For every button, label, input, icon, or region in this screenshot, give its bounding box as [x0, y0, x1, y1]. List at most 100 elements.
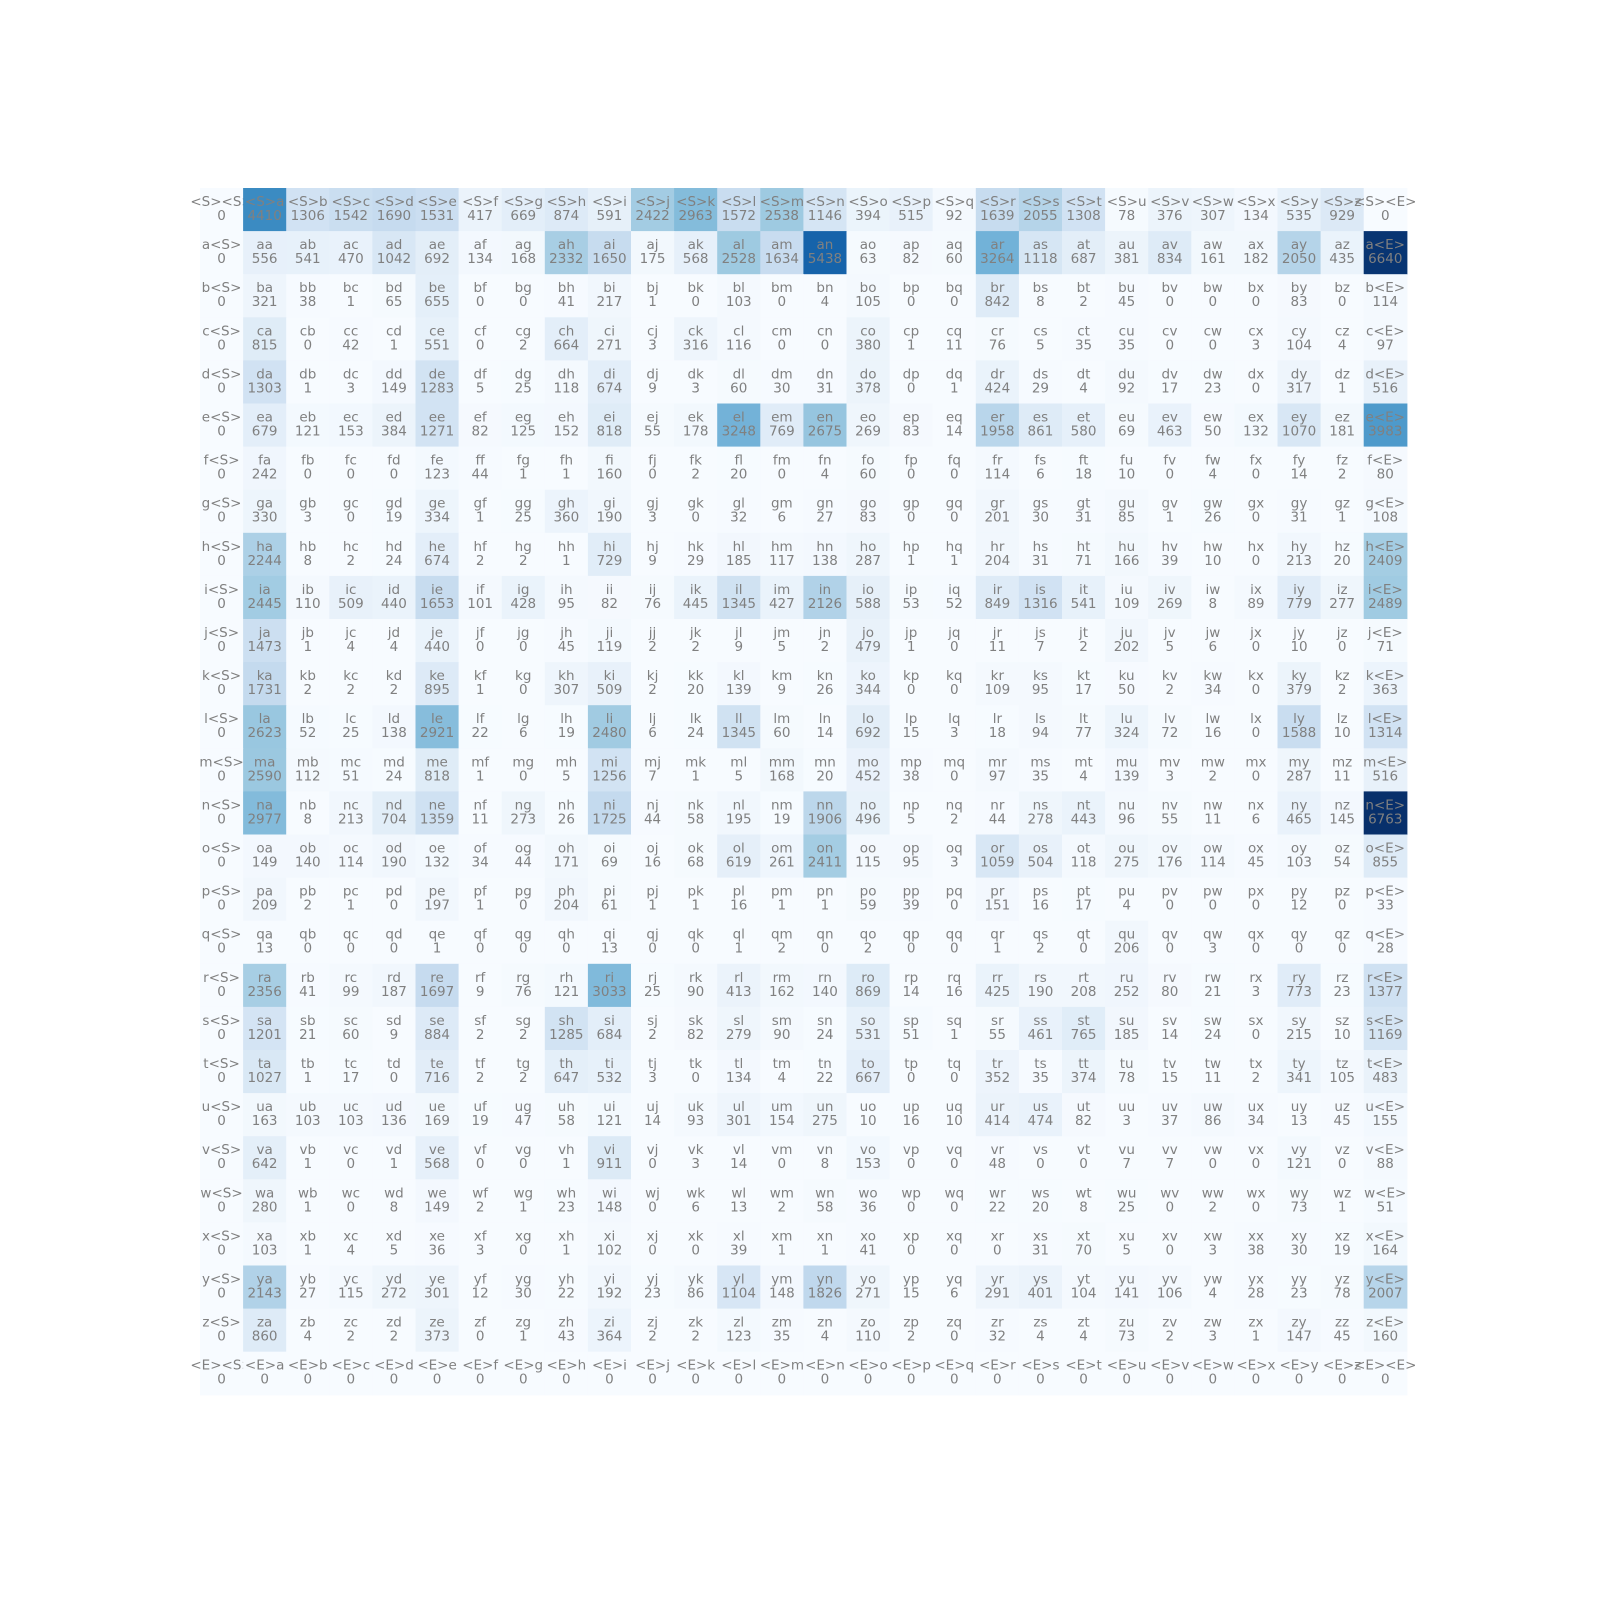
heatmap-cell-2-26: bz0	[1320, 274, 1365, 318]
heatmap-cell-label: bz	[1334, 280, 1350, 296]
heatmap-cell-value: 0	[907, 941, 916, 957]
heatmap-cell-value: 440	[424, 639, 450, 655]
heatmap-cell-rect	[1277, 403, 1322, 448]
heatmap-cell-value: 12	[1290, 898, 1307, 914]
heatmap-cell-rect	[1148, 360, 1192, 405]
heatmap-cell-3-24: cx3	[1234, 317, 1279, 361]
heatmap-cell-label: <S>n	[805, 194, 845, 210]
heatmap-cell-value: 1690	[377, 208, 411, 224]
heatmap-cell-7-3: gc0	[329, 489, 373, 534]
heatmap-cell-value: 0	[1252, 1199, 1261, 1215]
heatmap-cell-rect	[286, 575, 330, 620]
heatmap-cell-value: 97	[1377, 337, 1394, 353]
heatmap-cell-value: 684	[597, 1027, 623, 1043]
heatmap-cell-rect	[1277, 360, 1322, 405]
heatmap-cell-label: iv	[1164, 582, 1176, 598]
heatmap-cell-rect	[631, 274, 675, 318]
heatmap-cell-6-26: fz2	[1320, 446, 1365, 491]
heatmap-cell-rect	[1363, 360, 1408, 405]
heatmap-cell-rect	[803, 575, 848, 620]
heatmap-cell-value: 215	[1286, 1027, 1312, 1043]
heatmap-cell-value: 45	[1334, 1113, 1351, 1129]
heatmap-cell-label: dr	[990, 366, 1005, 382]
heatmap-cell-rect	[1234, 317, 1279, 361]
heatmap-cell-value: 849	[984, 596, 1010, 612]
heatmap-cell-value: 19	[773, 811, 790, 827]
heatmap-cell-value: 2	[1338, 467, 1347, 483]
heatmap-cell-rect	[200, 403, 244, 448]
heatmap-cell-rect	[372, 532, 417, 577]
heatmap-cell-label: hh	[558, 539, 575, 555]
heatmap-cell-label: i<S>	[204, 582, 239, 598]
heatmap-cell-value: 118	[553, 380, 579, 396]
heatmap-cell-label: in	[819, 582, 831, 598]
heatmap-cell-label: dv	[1161, 366, 1178, 382]
heatmap-cell-7-2: gb3	[286, 489, 330, 534]
heatmap-cell-value: 0	[303, 467, 312, 483]
heatmap-cell-value: 30	[515, 1286, 532, 1302]
heatmap-cell-value: 114	[984, 467, 1010, 483]
heatmap-cell-value: 47	[515, 1113, 532, 1129]
heatmap-cell-12-27: l<E>1314	[1363, 705, 1408, 749]
heatmap-cell-label: hf	[473, 539, 488, 555]
heatmap-cell-rect	[458, 446, 503, 491]
heatmap-cell-value: 3	[476, 1242, 485, 1258]
heatmap-cell-value: 0	[217, 424, 226, 440]
heatmap-cell-value: 0	[907, 380, 916, 396]
heatmap-cell-16-22: pv0	[1148, 877, 1192, 922]
heatmap-cell-value: 1314	[1368, 725, 1402, 741]
heatmap-cell-value: 6	[691, 1199, 700, 1215]
heatmap-cell-value: 1042	[377, 251, 411, 267]
heatmap-cell-value: 110	[295, 596, 321, 612]
heatmap-cell-value: 2	[691, 467, 700, 483]
heatmap-cell-value: 0	[519, 1156, 528, 1172]
heatmap-cell-label: ho	[860, 539, 877, 555]
heatmap-cell-value: 1104	[722, 1286, 756, 1302]
heatmap-cell-value: 2675	[808, 424, 842, 440]
heatmap-cell-label: fk	[689, 453, 702, 469]
heatmap-cell-6-23: fw4	[1191, 446, 1235, 491]
heatmap-cell-5-0: e<S>0	[200, 403, 244, 448]
heatmap-cell-rect	[1018, 446, 1063, 491]
heatmap-cell-12-24: lx0	[1234, 705, 1279, 749]
heatmap-cell-16-2: pb2	[286, 877, 330, 922]
heatmap-cell-rect	[286, 231, 330, 275]
heatmap-cell-rect	[803, 532, 848, 577]
heatmap-cell-rect	[1191, 575, 1235, 620]
heatmap-cell-value: 1725	[592, 811, 626, 827]
heatmap-cell-value: 0	[950, 768, 959, 784]
heatmap-cell-rect	[1277, 489, 1322, 534]
heatmap-cell-value: 50	[1204, 424, 1221, 440]
heatmap-cell-label: fh	[560, 453, 573, 469]
heatmap-cell-value: 5	[1165, 639, 1174, 655]
heatmap-cell-13-27: m<E>516	[1363, 748, 1407, 792]
heatmap-cell-value: 102	[597, 1242, 623, 1258]
heatmap-cell-rect	[587, 274, 632, 318]
heatmap-cell-label: gg	[515, 496, 532, 512]
heatmap-cell-value: 0	[347, 1199, 356, 1215]
heatmap-cell-value: 37	[1161, 1113, 1178, 1129]
heatmap-cell-19-27: s<E>1169	[1363, 1006, 1408, 1051]
